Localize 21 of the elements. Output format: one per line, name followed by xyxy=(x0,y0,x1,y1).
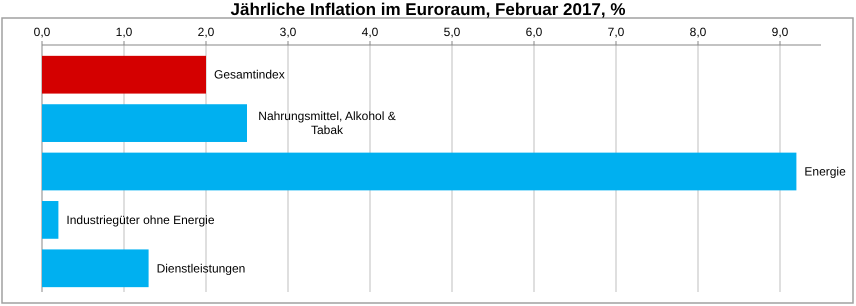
y-tick-label: Industriegüter ohne Energie xyxy=(66,212,215,227)
bar xyxy=(42,56,206,94)
x-tick-label: 8,0 xyxy=(690,25,707,39)
y-tick-label: Nahrungsmittel, Alkohol & Tabak xyxy=(258,109,396,138)
y-tick-label: Dienstleistungen xyxy=(156,261,246,276)
x-tick-label: 7,0 xyxy=(608,25,625,39)
x-tick-label: 1,0 xyxy=(116,25,133,39)
bar xyxy=(42,104,247,142)
bar xyxy=(42,201,58,239)
y-tick-label: Energie xyxy=(804,164,846,178)
y-tick-label: Gesamtindex xyxy=(214,68,285,82)
x-tick-label: 3,0 xyxy=(280,25,297,39)
x-tick-label: 6,0 xyxy=(526,25,543,39)
chart-title: Jährliche Inflation im Euroraum, Februar 2017, % xyxy=(230,0,626,19)
bar xyxy=(42,152,796,190)
bar xyxy=(42,249,149,288)
x-tick-label: 0,0 xyxy=(34,25,51,39)
x-tick-label: 5,0 xyxy=(444,25,461,39)
x-tick-label: 2,0 xyxy=(198,25,215,39)
x-tick-label: 4,0 xyxy=(362,25,379,39)
x-tick-label: 9,0 xyxy=(772,25,789,39)
